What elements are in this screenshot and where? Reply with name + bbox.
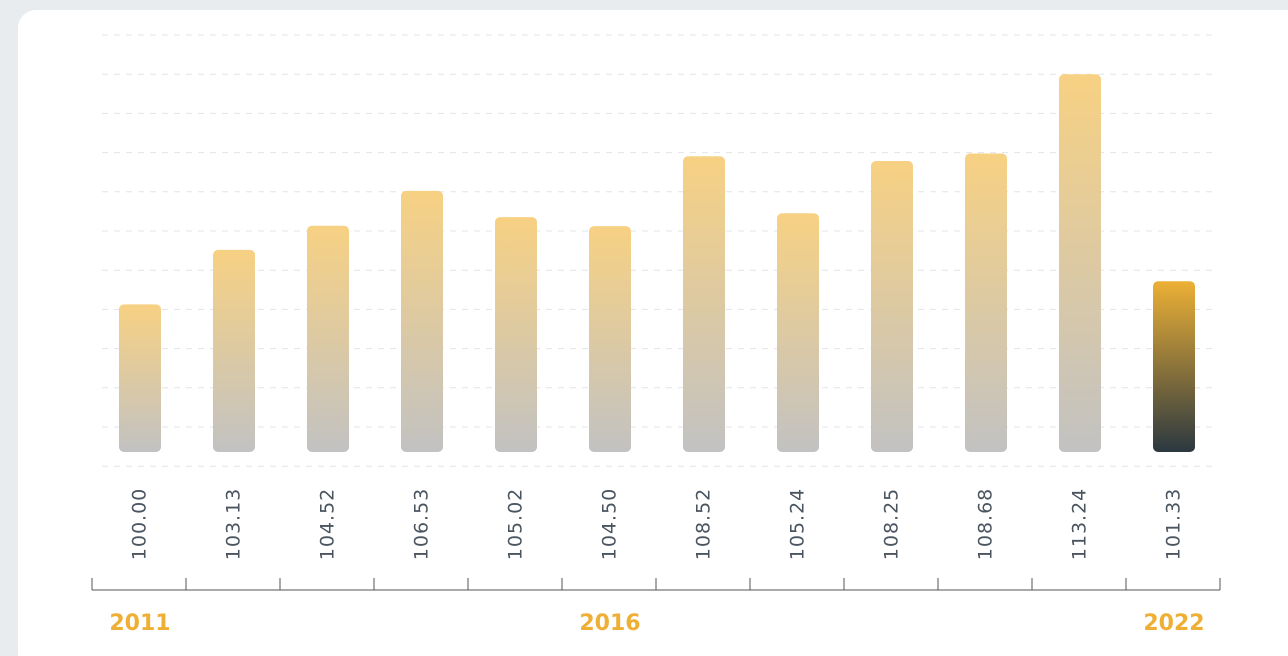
bar [683, 156, 725, 452]
bar [1059, 74, 1101, 452]
bar [871, 160, 913, 452]
bar [495, 217, 537, 452]
value-label: 104.50 [599, 488, 621, 560]
bar [119, 304, 161, 452]
value-label: 113.24 [1069, 488, 1091, 560]
year-label: 2016 [579, 611, 640, 636]
value-label: 108.68 [975, 488, 997, 560]
grid [102, 34, 1212, 467]
bar [213, 249, 255, 452]
bar [777, 213, 819, 452]
value-label: 105.24 [787, 488, 809, 560]
value-label: 100.00 [129, 488, 151, 560]
value-label: 108.25 [881, 488, 903, 560]
bar [1153, 281, 1195, 452]
year-label: 2022 [1143, 611, 1204, 636]
value-label: 101.33 [1163, 488, 1185, 560]
value-label: 105.02 [505, 488, 527, 560]
bar [589, 226, 631, 452]
value-label: 106.53 [411, 488, 433, 560]
year-label: 2011 [109, 611, 170, 636]
bar [965, 153, 1007, 452]
value-label: 103.13 [223, 488, 245, 560]
bar [401, 190, 443, 452]
bar [307, 225, 349, 452]
value-label: 108.52 [693, 488, 715, 560]
value-label: 104.52 [317, 488, 339, 560]
